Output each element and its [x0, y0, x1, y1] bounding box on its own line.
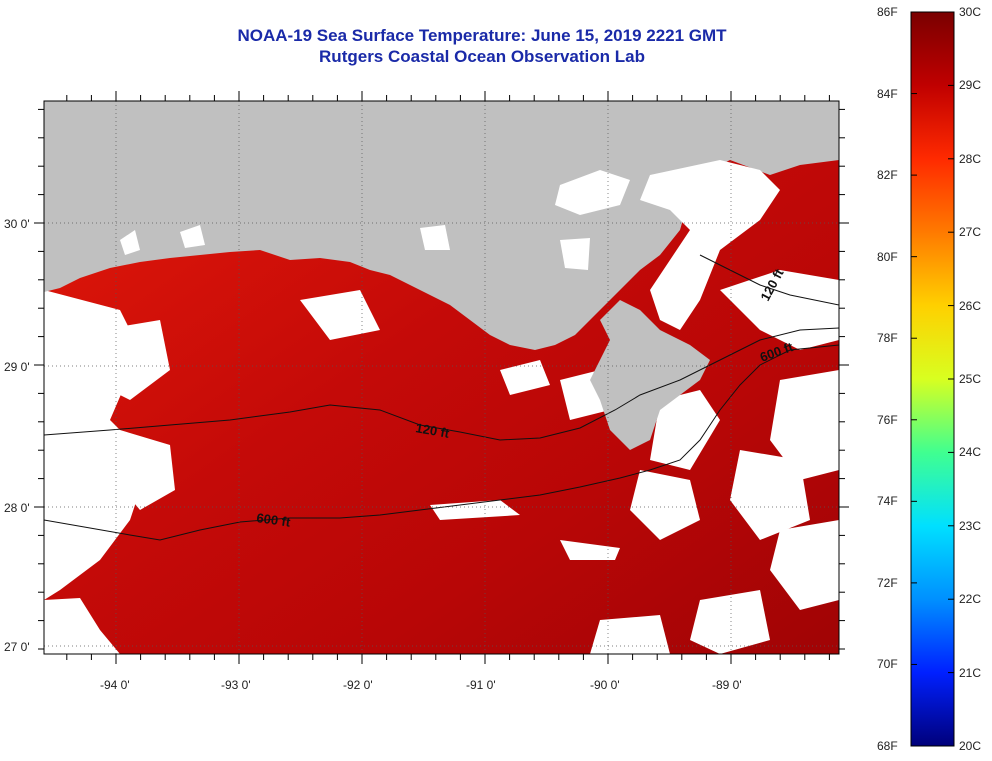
fahrenheit-label: 68F: [877, 739, 898, 753]
celsius-label: 23C: [959, 518, 982, 533]
latitude-label: 30 0': [4, 217, 30, 231]
delta-land: [590, 300, 710, 450]
celsius-label: 28C: [959, 151, 982, 166]
fahrenheit-label: 74F: [877, 494, 898, 509]
land-water-features: [120, 160, 780, 330]
temperature-colorbar: [910, 11, 955, 747]
contour-120ft-line-east: [699, 254, 839, 306]
map-plot-area: [44, 101, 839, 654]
contour-label: 600 ft: [256, 510, 292, 530]
axis-ticks: [34, 91, 849, 664]
celsius-label: 24C: [959, 445, 982, 460]
latitude-label: 29 0': [4, 360, 30, 374]
longitude-label: -91 0': [466, 678, 496, 692]
latitude-label: 28 0': [4, 501, 30, 515]
map-subtitle: Rutgers Coastal Ocean Observation Lab: [319, 47, 645, 66]
celsius-label: 27C: [959, 225, 982, 240]
fahrenheit-label: 76F: [877, 412, 898, 427]
fahrenheit-label: 80F: [877, 249, 898, 264]
celsius-label: 20C: [959, 739, 982, 753]
celsius-label: 25C: [959, 372, 982, 386]
celsius-label: 21C: [959, 665, 982, 680]
celsius-label: 26C: [959, 298, 982, 313]
longitude-label: -92 0': [343, 678, 373, 692]
latitude-label: 27 0': [4, 640, 30, 654]
plot-frame: [43, 100, 840, 655]
celsius-label: 22C: [959, 592, 982, 607]
fahrenheit-label: 84F: [877, 86, 898, 101]
map-title: NOAA-19 Sea Surface Temperature: June 15…: [237, 26, 727, 45]
longitude-label: -89 0': [712, 678, 742, 692]
longitude-label: -90 0': [590, 678, 620, 692]
fahrenheit-label: 78F: [877, 331, 898, 346]
celsius-label: 30C: [959, 5, 982, 19]
graticule: [44, 101, 839, 654]
contour-600ft-line: [44, 344, 839, 541]
longitude-label: -94 0': [100, 678, 130, 692]
fahrenheit-label: 70F: [877, 657, 898, 672]
fahrenheit-label: 82F: [877, 168, 898, 183]
cloud-mask: [44, 270, 839, 654]
colorbar-ticks: [911, 11, 954, 747]
fahrenheit-label: 86F: [877, 5, 898, 19]
longitude-label: -93 0': [221, 678, 251, 692]
celsius-label: 29C: [959, 78, 982, 93]
fahrenheit-label: 72F: [877, 575, 898, 590]
contour-120ft-line: [44, 327, 839, 441]
contour-label: 120 ft: [414, 420, 451, 441]
